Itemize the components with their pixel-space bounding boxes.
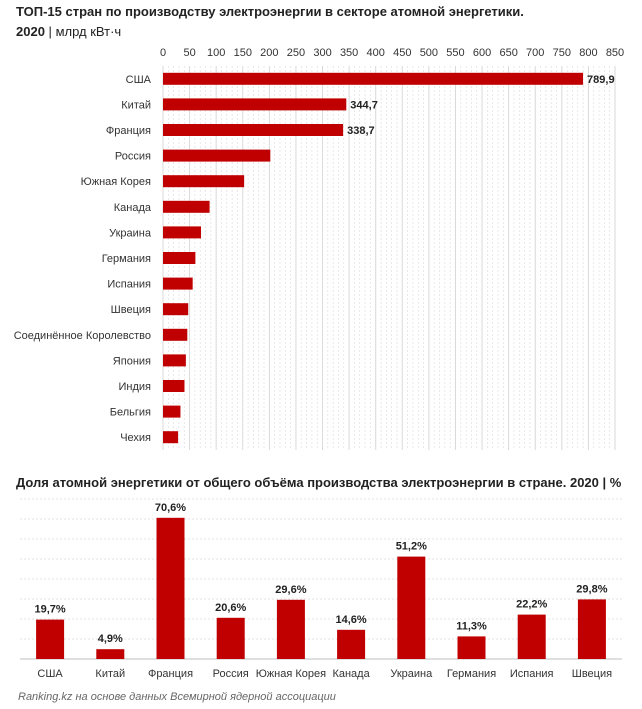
x-tick-label: 350 — [340, 47, 358, 59]
bar — [397, 556, 426, 659]
data-label: 51,2% — [396, 541, 427, 553]
category-label: Германия — [447, 668, 496, 680]
data-label: 789,9 — [587, 74, 615, 86]
category-label: Россия — [115, 151, 151, 163]
category-label: Украина — [109, 227, 152, 239]
x-tick-label: 600 — [473, 47, 491, 59]
category-label: США — [126, 74, 152, 86]
source-note: Ranking.kz на основе данных Всемирной яд… — [18, 691, 336, 703]
data-label: 70,6% — [155, 502, 186, 514]
bar — [577, 599, 606, 659]
data-label: 11,3% — [456, 620, 487, 632]
bar — [163, 200, 210, 213]
category-label: Канада — [114, 202, 152, 214]
category-label: Россия — [213, 668, 249, 680]
bar — [163, 405, 181, 418]
x-tick-label: 300 — [313, 47, 331, 59]
chart2-title: Доля атомной энергетики от общего объёма… — [16, 475, 622, 490]
category-label: Швеция — [572, 668, 612, 680]
category-label: Испания — [107, 279, 151, 291]
data-label: 19,7% — [34, 604, 65, 616]
bar — [163, 303, 189, 316]
x-tick-label: 200 — [260, 47, 278, 59]
bar — [96, 649, 125, 659]
x-tick-label: 700 — [526, 47, 544, 59]
x-tick-label: 800 — [579, 47, 597, 59]
category-label: Китай — [121, 99, 151, 111]
category-label: Германия — [102, 253, 151, 265]
x-tick-label: 650 — [499, 47, 517, 59]
x-tick-label: 150 — [234, 47, 252, 59]
x-tick-label: 750 — [553, 47, 571, 59]
chart1-subtitle: 2020 | млрд кВт·ч — [16, 24, 121, 39]
bar — [163, 226, 202, 239]
x-tick-label: 0 — [160, 47, 166, 59]
chart1-title: ТОП-15 стран по производству электроэнер… — [16, 4, 524, 19]
category-label: Япония — [113, 355, 151, 367]
bar — [163, 252, 196, 264]
chart1-year: 2020 — [16, 24, 45, 39]
category-label: Испания — [510, 668, 554, 680]
data-label: 22,2% — [516, 599, 547, 611]
bar — [163, 175, 245, 188]
x-tick-label: 550 — [446, 47, 464, 59]
bar — [276, 599, 305, 659]
category-label: Южная Корея — [256, 668, 326, 680]
category-label: США — [37, 668, 63, 680]
category-label: Чехия — [120, 432, 151, 444]
data-label: 29,6% — [275, 584, 306, 596]
data-label: 338,7 — [347, 125, 375, 137]
x-tick-label: 50 — [183, 47, 195, 59]
category-label: Индия — [118, 381, 151, 393]
data-label: 29,8% — [576, 583, 607, 595]
bar — [156, 517, 185, 659]
x-tick-label: 450 — [393, 47, 411, 59]
bar — [337, 629, 366, 659]
chart1-unit: млрд кВт·ч — [55, 24, 122, 39]
chart1-separator: | — [48, 24, 52, 39]
bar — [216, 617, 245, 659]
bar — [517, 614, 546, 659]
category-label: Франция — [148, 668, 193, 680]
bar — [163, 354, 186, 367]
data-label: 20,6% — [215, 602, 246, 614]
bar — [36, 619, 65, 659]
bar — [163, 277, 193, 290]
x-tick-label: 250 — [287, 47, 305, 59]
x-tick-label: 400 — [367, 47, 385, 59]
x-tick-label: 500 — [420, 47, 438, 59]
category-label: Канада — [332, 668, 370, 680]
x-tick-label: 100 — [207, 47, 225, 59]
data-label: 4,9% — [98, 633, 123, 645]
category-label: Франция — [106, 125, 151, 137]
category-label: Соединённое Королевство — [14, 330, 151, 342]
chart1-svg: 0 50 100 150 200 250 300 350 400 450 500 550 600 650 7… — [14, 47, 624, 450]
category-label: Швеция — [111, 304, 151, 316]
category-label: Украина — [390, 668, 433, 680]
data-label: 14,6% — [335, 614, 366, 626]
bar — [163, 328, 188, 341]
bar — [457, 636, 486, 659]
category-label: Бельгия — [110, 407, 151, 419]
data-label: 344,7 — [350, 99, 378, 111]
bar — [163, 124, 344, 136]
bar — [163, 431, 179, 444]
bar — [163, 380, 185, 392]
x-tick-label: 850 — [606, 47, 624, 59]
category-label: Южная Корея — [81, 176, 151, 188]
bar — [163, 72, 584, 85]
bar — [163, 149, 271, 162]
bar — [163, 98, 347, 111]
category-label: Китай — [95, 668, 125, 680]
